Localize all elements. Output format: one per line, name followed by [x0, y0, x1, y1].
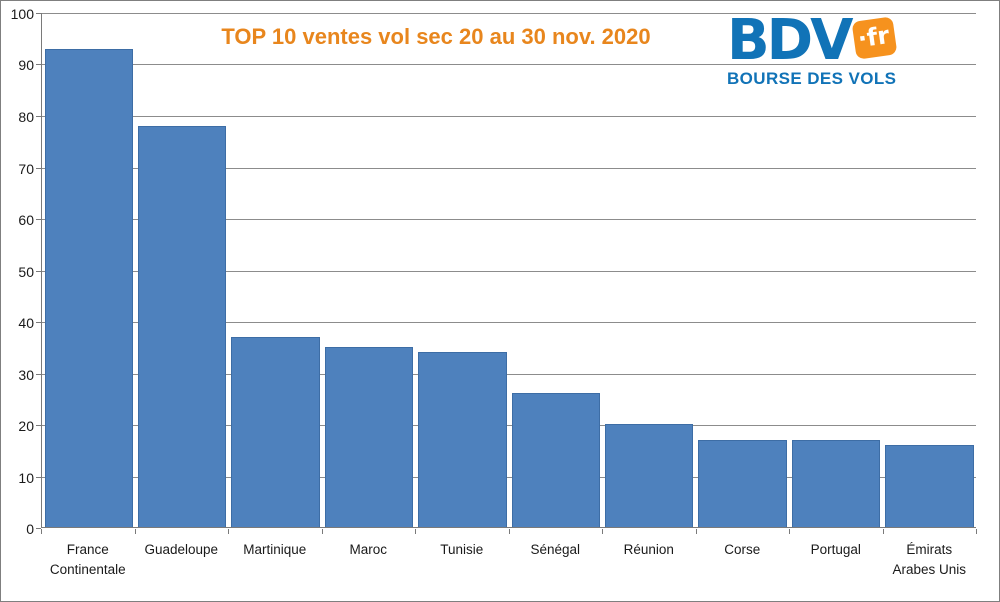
- y-tick-mark-0: [36, 528, 41, 529]
- bar-cell: [509, 13, 602, 527]
- x-tick-mark: [322, 529, 323, 534]
- bar-cell: [42, 13, 135, 527]
- x-tick-label: Émirats Arabes Unis: [892, 542, 967, 578]
- y-tick-mark-60: [36, 219, 41, 220]
- gridline-80: [42, 116, 976, 117]
- x-tick-mark: [135, 529, 136, 534]
- gridline-100: [42, 13, 976, 14]
- x-tick-mark: [789, 529, 790, 534]
- bar-series: [42, 13, 976, 527]
- x-tick-mark: [228, 529, 229, 534]
- x-tick-label: Portugal: [810, 542, 861, 557]
- gridline-10: [42, 477, 976, 478]
- bar-tunisie: [418, 352, 507, 527]
- y-tick-mark-70: [36, 168, 41, 169]
- x-tick-label: Maroc: [349, 542, 387, 557]
- y-tick-label-40: 40: [18, 315, 34, 331]
- y-tick-mark-40: [36, 322, 41, 323]
- x-tick-label: Corse: [724, 542, 761, 557]
- x-tick-mark: [883, 529, 884, 534]
- y-tick-label-10: 10: [18, 470, 34, 486]
- y-tick-label-80: 80: [18, 109, 34, 125]
- bar-martinique: [231, 336, 320, 527]
- gridline-20: [42, 425, 976, 426]
- bar-guadeloupe: [137, 126, 227, 527]
- bar-cell: [602, 13, 695, 527]
- x-tick-label: Guadeloupe: [144, 542, 219, 557]
- plot-area: [41, 13, 976, 528]
- bdv-logo-row: BDV ·fr: [727, 8, 913, 73]
- gridline-40: [42, 322, 976, 323]
- bar-portugal: [791, 439, 881, 527]
- bdv-logo: BDV ·fr BOURSE DES VOLS: [727, 8, 913, 89]
- gridline-50: [42, 271, 976, 272]
- x-tick-mark: [976, 529, 977, 534]
- bar-cell: [322, 13, 415, 527]
- bar-cell: [696, 13, 789, 527]
- gridline-70: [42, 168, 976, 169]
- x-tick-label: Réunion: [623, 542, 674, 557]
- x-tick-label: Martinique: [243, 542, 307, 557]
- y-tick-mark-30: [36, 374, 41, 375]
- bdv-logo-tagline: BOURSE DES VOLS: [727, 69, 897, 89]
- x-tick-label: France Continentale: [49, 542, 126, 578]
- y-tick-mark-90: [36, 64, 41, 65]
- x-tick-mark: [41, 529, 42, 534]
- chart-title: TOP 10 ventes vol sec 20 au 30 nov. 2020: [221, 24, 651, 49]
- bar-r-union: [604, 424, 694, 527]
- bar-france-continentale: [44, 48, 133, 527]
- x-axis-labels: France Continentale Guadeloupe Martinique M…: [41, 540, 976, 581]
- y-tick-label-0: 0: [26, 521, 34, 537]
- bar-maroc: [324, 347, 414, 527]
- bdv-logo-text: BDV: [727, 8, 854, 73]
- bar-cell: [135, 13, 228, 527]
- y-tick-mark-10: [36, 477, 41, 478]
- y-tick-label-90: 90: [18, 57, 34, 73]
- bdv-logo-fr-badge: ·fr: [851, 15, 898, 60]
- x-tick-label: Sénégal: [530, 542, 581, 557]
- y-tick-label-60: 60: [18, 212, 34, 228]
- y-tick-label-100: 100: [10, 6, 34, 22]
- gridline-30: [42, 374, 976, 375]
- y-tick-label-30: 30: [18, 367, 34, 383]
- x-tick-mark: [696, 529, 697, 534]
- x-tick-mark: [509, 529, 510, 534]
- y-tick-label-20: 20: [18, 418, 34, 434]
- y-tick-mark-100: [36, 13, 41, 14]
- bar-cell: [883, 13, 976, 527]
- y-tick-mark-80: [36, 116, 41, 117]
- bar-cell: [416, 13, 509, 527]
- y-tick-mark-20: [36, 425, 41, 426]
- bar-corse: [698, 439, 787, 527]
- bar-s-n-gal: [511, 393, 600, 527]
- bar-cell: [789, 13, 882, 527]
- gridline-60: [42, 219, 976, 220]
- bar-cell: [229, 13, 322, 527]
- bar--mirats-arabes-unis: [885, 444, 974, 527]
- x-tick-mark: [602, 529, 603, 534]
- y-tick-mark-50: [36, 271, 41, 272]
- y-tick-label-70: 70: [18, 161, 34, 177]
- y-tick-label-50: 50: [18, 264, 34, 280]
- x-tick-label: Tunisie: [440, 542, 484, 557]
- x-tick-mark: [415, 529, 416, 534]
- gridline-90: [42, 64, 976, 65]
